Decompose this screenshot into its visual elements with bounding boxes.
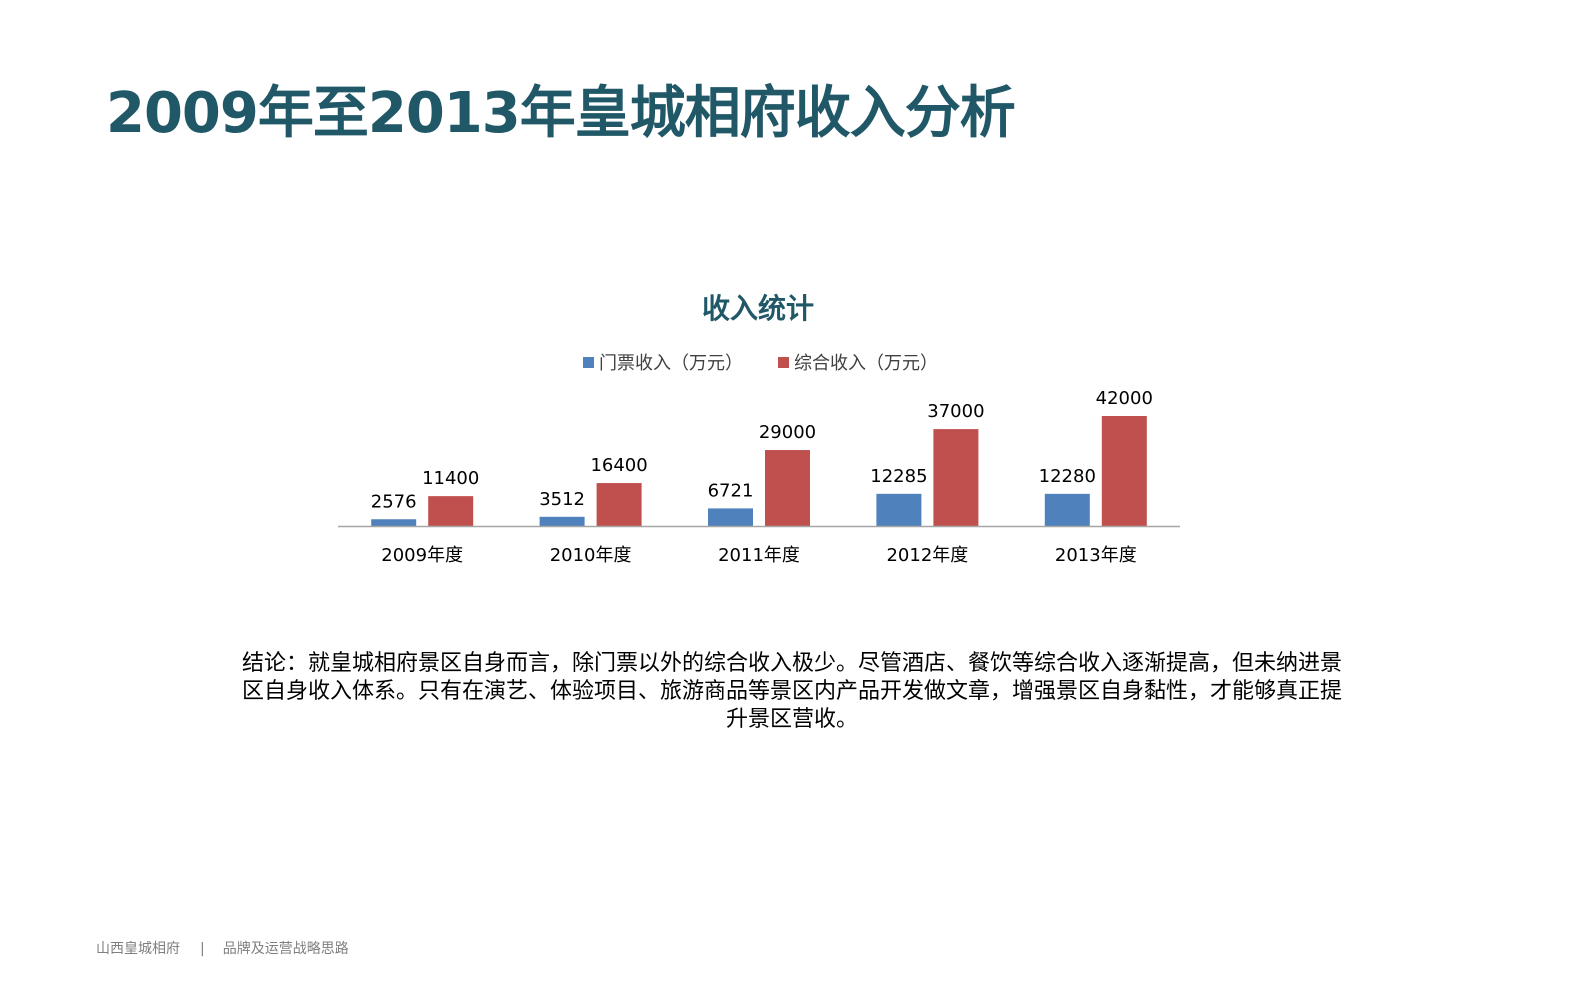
chart-legend: 门票收入（万元） 综合收入（万元）: [583, 353, 938, 374]
footer-separator: |: [200, 941, 205, 957]
bar-1-3: [933, 429, 979, 526]
footer: 山西皇城相府 | 品牌及运营战略思路: [96, 938, 349, 958]
chart-title: 收入统计: [702, 292, 814, 325]
x-tick-label-0: 2009年度: [381, 545, 463, 566]
legend-label-0: 门票收入（万元）: [599, 353, 743, 374]
x-tick-label-3: 2012年度: [886, 545, 968, 566]
bar-0-2: [708, 508, 753, 526]
bar-1-2: [765, 450, 810, 526]
page-title: 2009年至2013年皇城相府收入分析: [106, 81, 1016, 146]
bar-1-1: [596, 483, 642, 526]
bar-0-1: [539, 516, 585, 526]
footer-company: 山西皇城相府: [96, 941, 180, 957]
bar-0-4: [1044, 493, 1090, 526]
bar-1-4: [1101, 416, 1147, 526]
footer-subtitle: 品牌及运营战略思路: [222, 941, 349, 957]
legend-swatch-0: [583, 357, 594, 368]
data-label-1-1: 16400: [590, 455, 647, 476]
data-label-0-4: 12280: [1039, 466, 1096, 487]
x-axis-tick-labels: 2009年度 2010年度 2011年度 2012年度 2013年度: [381, 545, 1136, 566]
chart-bars: [371, 416, 1147, 526]
data-label-0-3: 12285: [870, 466, 927, 487]
data-label-1-3: 37000: [927, 401, 984, 422]
x-tick-label-4: 2013年度: [1055, 545, 1137, 566]
data-label-0-2: 6721: [708, 480, 754, 501]
data-label-1-0: 11400: [422, 468, 479, 489]
data-label-0-0: 2576: [371, 491, 417, 512]
legend-label-1: 综合收入（万元）: [794, 353, 938, 374]
data-label-1-4: 42000: [1096, 388, 1153, 409]
bar-1-0: [428, 496, 474, 526]
bar-0-0: [371, 519, 417, 526]
conclusion-text: 结论：就皇城相府景区自身而言，除门票以外的综合收入极少。尽管酒店、餐饮等综合收入…: [241, 651, 1342, 732]
data-label-0-1: 3512: [539, 489, 585, 510]
x-tick-label-1: 2010年度: [550, 545, 632, 566]
bar-0-3: [876, 493, 922, 526]
x-tick-label-2: 2011年度: [718, 545, 800, 566]
data-label-1-2: 29000: [759, 422, 816, 443]
legend-swatch-1: [778, 357, 789, 368]
